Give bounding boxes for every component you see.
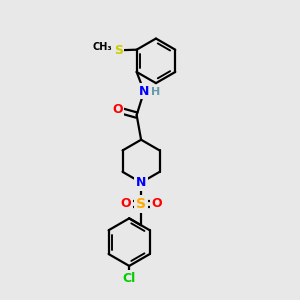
Text: N: N bbox=[136, 176, 146, 189]
Text: CH₃: CH₃ bbox=[92, 42, 112, 52]
Text: O: O bbox=[112, 103, 123, 116]
Text: S: S bbox=[136, 197, 146, 211]
Text: Cl: Cl bbox=[123, 272, 136, 285]
Text: S: S bbox=[114, 44, 123, 57]
Text: N: N bbox=[139, 85, 149, 98]
Text: O: O bbox=[151, 197, 162, 210]
Text: H: H bbox=[151, 87, 160, 97]
Text: O: O bbox=[120, 197, 131, 210]
